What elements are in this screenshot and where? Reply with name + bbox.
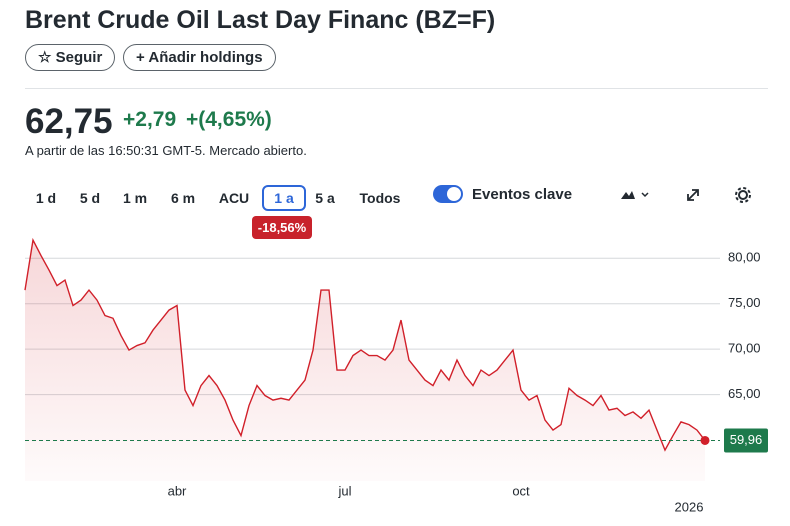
- holdings-button[interactable]: + Añadir holdings: [123, 44, 276, 71]
- range-button[interactable]: 1 d: [35, 190, 57, 206]
- x-tick-label: 2026: [675, 499, 704, 514]
- follow-label: Seguir: [55, 49, 103, 66]
- x-tick-label: oct: [512, 483, 530, 498]
- range-button[interactable]: 5 d: [79, 190, 101, 206]
- x-tick-label: jul: [337, 483, 351, 498]
- y-tick-label: 65,00: [728, 386, 761, 401]
- follow-button[interactable]: ☆ Seguir: [25, 44, 116, 71]
- y-tick-label: 80,00: [728, 250, 761, 265]
- range-button[interactable]: 5 a: [315, 190, 335, 206]
- title: Brent Crude Oil Last Day Financ (BZ=F): [25, 6, 496, 34]
- range-button[interactable]: 6 m: [170, 190, 196, 206]
- y-tick-label: 75,00: [728, 295, 761, 310]
- area: [25, 240, 705, 481]
- change: +2,79: [123, 108, 177, 131]
- x-tick-label: abr: [168, 483, 187, 498]
- chart-tools[interactable]: [618, 186, 758, 204]
- range-button[interactable]: 1 a: [262, 185, 306, 211]
- change-percent: +(4,65%): [186, 108, 272, 131]
- last-point: [700, 435, 710, 445]
- toggle[interactable]: [433, 185, 463, 203]
- holdings-label: Añadir holdings: [148, 49, 263, 66]
- price: 62,75: [25, 102, 113, 141]
- price-line: [24, 237, 706, 452]
- last-price-box: [724, 428, 768, 453]
- range-button[interactable]: 1 m: [122, 190, 148, 206]
- toggle-label: Eventos clave: [472, 186, 573, 203]
- last-price-label: 59,96: [730, 432, 763, 447]
- timestamp: A partir de las 16:50:31 GMT-5. Mercado …: [25, 143, 307, 158]
- range-button[interactable]: Todos: [359, 190, 401, 206]
- divider: [25, 88, 768, 89]
- range-button[interactable]: ACU: [218, 190, 250, 206]
- range-change-badge: -18,56%: [252, 216, 312, 239]
- y-tick-label: 70,00: [728, 341, 761, 356]
